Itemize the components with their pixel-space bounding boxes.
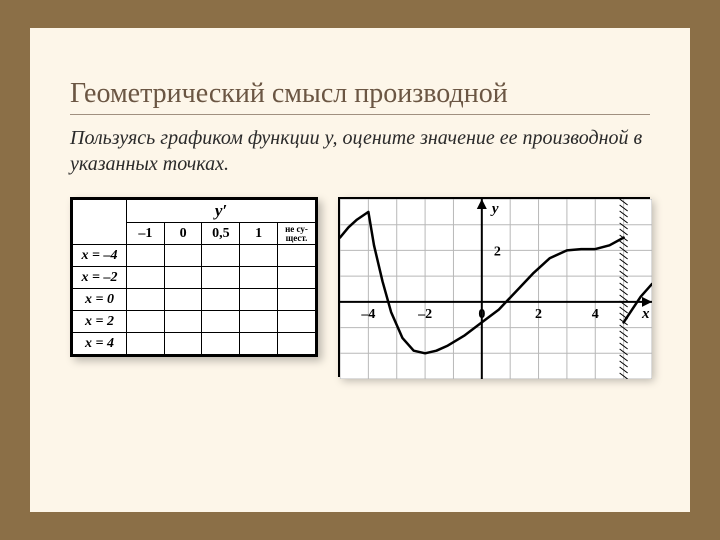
cell — [202, 311, 240, 333]
row-label: x = 2 — [73, 311, 127, 333]
cell — [240, 311, 278, 333]
svg-text:–2: –2 — [417, 307, 432, 322]
svg-text:4: 4 — [592, 307, 599, 322]
cell — [202, 333, 240, 355]
col-header: 0,5 — [202, 223, 240, 245]
col-header: 1 — [240, 223, 278, 245]
row-label: x = –4 — [73, 245, 127, 267]
col-header: 0 — [164, 223, 202, 245]
cell — [202, 289, 240, 311]
cell — [202, 267, 240, 289]
derivative-table: y′ –1 0 0,5 1 не су-щест. x = –4 x = –2 … — [70, 197, 318, 357]
cell — [126, 311, 164, 333]
svg-text:–4: –4 — [360, 307, 375, 322]
cell — [164, 311, 202, 333]
cell — [240, 245, 278, 267]
cell — [240, 267, 278, 289]
svg-text:2: 2 — [535, 307, 542, 322]
cell — [164, 245, 202, 267]
cell — [240, 333, 278, 355]
row-label: x = 4 — [73, 333, 127, 355]
cell — [278, 267, 316, 289]
cell — [126, 333, 164, 355]
cell — [278, 311, 316, 333]
svg-text:2: 2 — [494, 244, 501, 259]
cell — [126, 289, 164, 311]
cell — [240, 289, 278, 311]
cell — [202, 245, 240, 267]
cell — [164, 267, 202, 289]
function-chart: –4–20242xy — [338, 197, 650, 377]
col-header-last: не су-щест. — [278, 223, 316, 245]
content-row: y′ –1 0 0,5 1 не су-щест. x = –4 x = –2 … — [70, 197, 650, 377]
cell — [126, 245, 164, 267]
instruction-text: Пользуясь графиком функции у, оцените зн… — [70, 125, 650, 177]
page-title: Геометрический смысл производной — [70, 78, 650, 115]
cell — [164, 333, 202, 355]
cell — [164, 289, 202, 311]
table-header-yprime: y′ — [126, 200, 315, 223]
cell — [126, 267, 164, 289]
cell — [278, 289, 316, 311]
chart-svg: –4–20242xy — [340, 199, 652, 379]
row-label: x = –2 — [73, 267, 127, 289]
cell — [278, 245, 316, 267]
col-header: –1 — [126, 223, 164, 245]
svg-text:x: x — [641, 306, 650, 322]
page-card: Геометрический смысл производной Пользуя… — [30, 28, 690, 512]
row-label: x = 0 — [73, 289, 127, 311]
cell — [278, 333, 316, 355]
svg-text:y: y — [490, 201, 499, 217]
table-corner — [73, 200, 127, 245]
table: y′ –1 0 0,5 1 не су-щест. x = –4 x = –2 … — [72, 199, 316, 355]
